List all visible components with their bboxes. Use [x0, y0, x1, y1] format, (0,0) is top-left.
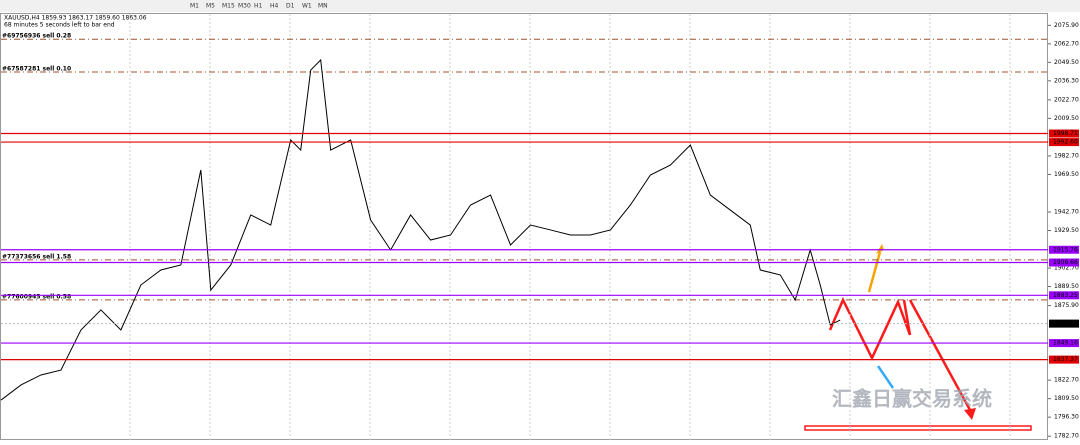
timeframe-button[interactable]: M30: [238, 3, 251, 10]
timeframe-button[interactable]: H1: [254, 3, 263, 10]
arrowhead: [876, 244, 884, 254]
y-tick-label: 2075.90: [1054, 22, 1079, 29]
y-tick-label: 1822.70: [1054, 377, 1079, 384]
y-tick-label: 1782.70: [1054, 433, 1079, 440]
level-tag: [1049, 245, 1079, 254]
level-tag: [1049, 291, 1079, 300]
level-label: 1849.16: [1053, 340, 1078, 347]
chart-title: XAUUSD,H4 1859.93 1863.17 1859.60 1863.0…: [4, 15, 147, 22]
watermark: 汇鑫日赢交易系统: [832, 387, 992, 411]
y-tick-label: 2009.50: [1054, 115, 1079, 122]
y-tick-label: 1969.50: [1054, 171, 1079, 178]
price-line: [0, 58, 841, 401]
y-tick-label: 2049.50: [1054, 59, 1079, 66]
y-tick-label: 1982.70: [1054, 152, 1079, 159]
timeframe-button[interactable]: H4: [270, 3, 279, 10]
y-tick-label: 2022.70: [1054, 96, 1079, 103]
y-tick-label: 2062.70: [1054, 40, 1079, 47]
y-tick-label: 1942.70: [1054, 209, 1079, 216]
forecast-arrows: [804, 244, 1032, 431]
current-price-label: 1863.06: [1053, 320, 1078, 327]
toolbar: [0, 0, 1080, 12]
order-label: #77600945 sell 0.58: [2, 293, 71, 300]
y-tick-label: 1889.50: [1054, 283, 1079, 290]
timeframe-button[interactable]: W1: [302, 3, 312, 10]
order-label: #69756936 sell 0.28: [2, 33, 71, 40]
timeframe-button[interactable]: M5: [206, 3, 215, 10]
chart-subtitle: 68 minutes 5 seconds left to bar end: [4, 22, 115, 29]
level-label: 1998.71: [1053, 130, 1078, 137]
level-tag: [1049, 339, 1079, 348]
current-price-tag: [1049, 319, 1079, 328]
order-label: #67587281 sell 0.10: [2, 66, 71, 73]
timeframe-bar: M1 M5 M15 M30 H1 H4 D1 W1 MN: [190, 3, 328, 10]
timeframe-button[interactable]: M15: [222, 3, 235, 10]
plot-frame: [0, 13, 1048, 440]
level-tag: [1049, 129, 1079, 138]
level-tag: [1049, 138, 1079, 147]
target-box: [804, 425, 1032, 431]
y-tick-label: 1809.50: [1054, 395, 1079, 402]
timeframe-button[interactable]: MN: [318, 3, 328, 10]
orange-up-arrow: [867, 251, 882, 293]
arrowhead: [964, 408, 976, 420]
red-down-arrow: [908, 299, 972, 411]
level-tag: [1049, 258, 1079, 267]
level-label: 1837.37: [1053, 356, 1078, 363]
red-zigzag: [828, 297, 912, 361]
order-label: #77373656 sell 1.58: [2, 253, 71, 260]
blue-arrow: [876, 365, 895, 389]
level-label: 1906.66: [1053, 259, 1078, 266]
y-tick-label: 1796.30: [1054, 414, 1079, 421]
y-tick-label: 2036.30: [1054, 77, 1079, 84]
level-tag: [1049, 355, 1079, 364]
y-tick-label: 1875.90: [1054, 302, 1079, 309]
y-tick-label: 1929.50: [1054, 227, 1079, 234]
y-tick-label: 1902.70: [1054, 265, 1079, 272]
timeframe-button[interactable]: M1: [190, 3, 199, 10]
level-label: 1992.60: [1053, 139, 1078, 146]
level-label: 1883.25: [1053, 292, 1078, 299]
level-label: 1915.76: [1053, 246, 1078, 253]
timeframe-button[interactable]: D1: [286, 3, 295, 10]
